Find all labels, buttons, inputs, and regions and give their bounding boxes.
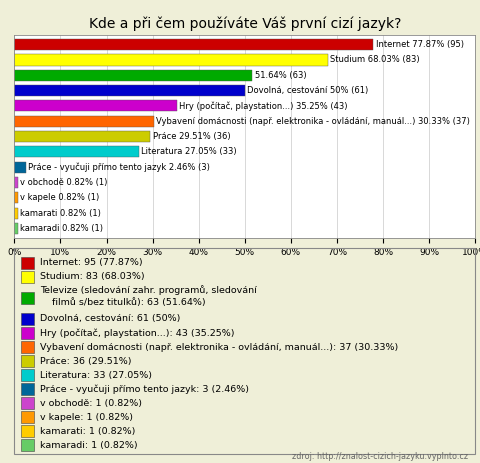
Title: Kde a při čem používáte Váš první cizí jazyk?: Kde a při čem používáte Váš první cizí j… — [89, 16, 401, 31]
Bar — [21, 257, 34, 269]
Bar — [21, 397, 34, 409]
Bar — [21, 383, 34, 395]
Text: Internet: 95 (77.87%): Internet: 95 (77.87%) — [40, 258, 143, 268]
Text: Vybavení domácnosti (např. elektronika - ovládání, manuál...) 30.33% (37): Vybavení domácnosti (např. elektronika -… — [156, 117, 470, 126]
Bar — [21, 313, 34, 325]
Text: 51.64% (63): 51.64% (63) — [255, 71, 306, 80]
Text: Literatura: 33 (27.05%): Literatura: 33 (27.05%) — [40, 370, 152, 380]
Bar — [14, 223, 18, 234]
Bar — [14, 208, 18, 219]
Text: Dovolná, cestování 50% (61): Dovolná, cestování 50% (61) — [247, 86, 368, 95]
Bar — [21, 369, 34, 381]
Text: Hry (počítač, playstation...): 43 (35.25%): Hry (počítač, playstation...): 43 (35.25… — [40, 328, 234, 338]
Bar — [14, 192, 18, 203]
Bar — [14, 70, 252, 81]
Bar — [14, 177, 18, 188]
Text: zdroj: http://znalost-cizich-jazyku.vyplnto.cz: zdroj: http://znalost-cizich-jazyku.vypl… — [292, 452, 468, 461]
Bar — [14, 162, 26, 173]
Bar — [14, 39, 373, 50]
Text: filmů s/bez titulků): 63 (51.64%): filmů s/bez titulků): 63 (51.64%) — [40, 298, 205, 307]
Text: Studium: 83 (68.03%): Studium: 83 (68.03%) — [40, 272, 144, 282]
Text: Vybavení domácnosti (např. elektronika - ovládání, manuál...): 37 (30.33%): Vybavení domácnosti (např. elektronika -… — [40, 343, 398, 351]
Bar — [14, 146, 139, 157]
Text: Dovolná, cestování: 61 (50%): Dovolná, cestování: 61 (50%) — [40, 314, 180, 324]
Text: kamaradi: 1 (0.82%): kamaradi: 1 (0.82%) — [40, 441, 137, 450]
Text: kamarati 0.82% (1): kamarati 0.82% (1) — [21, 209, 101, 218]
Bar — [21, 356, 34, 367]
Bar — [14, 116, 154, 127]
Text: Literatura 27.05% (33): Literatura 27.05% (33) — [141, 147, 237, 156]
Text: Studium 68.03% (83): Studium 68.03% (83) — [330, 56, 420, 64]
Bar — [14, 85, 245, 96]
Bar — [21, 341, 34, 353]
Text: kamaradi 0.82% (1): kamaradi 0.82% (1) — [21, 224, 104, 233]
Text: Práce - vyučuji přímo tento jazyk: 3 (2.46%): Práce - vyučuji přímo tento jazyk: 3 (2.… — [40, 384, 249, 394]
Bar — [21, 292, 34, 304]
Text: kamarati: 1 (0.82%): kamarati: 1 (0.82%) — [40, 426, 135, 436]
Bar — [14, 55, 328, 65]
Bar — [21, 439, 34, 451]
Text: v obchodě 0.82% (1): v obchodě 0.82% (1) — [21, 178, 108, 187]
Text: Práce - vyučuji přímo tento jazyk 2.46% (3): Práce - vyučuji přímo tento jazyk 2.46% … — [28, 163, 210, 172]
Bar — [14, 100, 177, 112]
Text: Práce: 36 (29.51%): Práce: 36 (29.51%) — [40, 357, 131, 365]
Text: Internet 77.87% (95): Internet 77.87% (95) — [375, 40, 464, 49]
Bar — [21, 327, 34, 338]
Text: Práce 29.51% (36): Práce 29.51% (36) — [153, 132, 230, 141]
Text: v kapele: 1 (0.82%): v kapele: 1 (0.82%) — [40, 413, 133, 422]
Text: Televize (sledování zahr. programů, sledování: Televize (sledování zahr. programů, sled… — [40, 285, 256, 294]
Bar — [21, 271, 34, 282]
Bar — [21, 425, 34, 437]
Text: Hry (počítač, playstation...) 35.25% (43): Hry (počítač, playstation...) 35.25% (43… — [179, 101, 348, 111]
Bar — [14, 131, 150, 142]
Bar — [21, 412, 34, 423]
Text: v kapele 0.82% (1): v kapele 0.82% (1) — [21, 194, 100, 202]
Text: v obchodě: 1 (0.82%): v obchodě: 1 (0.82%) — [40, 399, 142, 407]
